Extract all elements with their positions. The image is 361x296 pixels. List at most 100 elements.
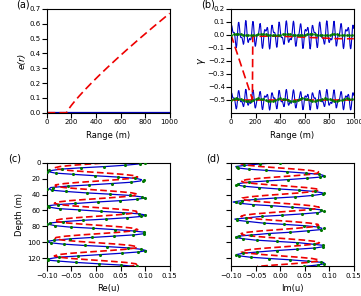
Point bbox=[342, 96, 347, 101]
Point bbox=[235, 96, 241, 101]
Point bbox=[261, 221, 267, 225]
Point bbox=[346, 33, 352, 38]
Y-axis label: γ: γ bbox=[195, 58, 205, 64]
Point bbox=[285, 98, 291, 103]
Point bbox=[274, 248, 280, 253]
Point bbox=[339, 33, 345, 37]
Point bbox=[276, 186, 282, 191]
Point bbox=[60, 219, 66, 224]
Point bbox=[311, 242, 317, 247]
Point bbox=[241, 184, 247, 189]
Point bbox=[303, 171, 309, 176]
Point bbox=[272, 196, 278, 200]
Point bbox=[295, 97, 300, 102]
Point bbox=[122, 163, 128, 168]
Point bbox=[118, 263, 124, 268]
Point bbox=[277, 96, 283, 101]
Point bbox=[349, 97, 355, 102]
Point bbox=[295, 33, 300, 38]
Point bbox=[125, 246, 131, 250]
Point bbox=[127, 193, 132, 198]
Point bbox=[264, 178, 270, 183]
Point bbox=[332, 99, 338, 103]
Point bbox=[301, 264, 307, 269]
Point bbox=[260, 97, 266, 102]
Point bbox=[289, 205, 295, 210]
Point bbox=[50, 185, 56, 190]
Point bbox=[136, 211, 142, 216]
Point bbox=[270, 33, 276, 38]
Point bbox=[115, 175, 121, 179]
Point bbox=[285, 32, 291, 37]
Point bbox=[135, 250, 141, 254]
Point bbox=[266, 231, 272, 236]
Point bbox=[248, 33, 254, 38]
Point bbox=[63, 189, 69, 194]
Point bbox=[237, 201, 243, 206]
Point bbox=[239, 198, 244, 203]
Point bbox=[49, 188, 55, 192]
Point bbox=[294, 240, 300, 245]
Point bbox=[234, 217, 240, 221]
Point bbox=[238, 32, 244, 37]
Point bbox=[274, 239, 280, 244]
Point bbox=[329, 98, 335, 103]
Point bbox=[305, 32, 310, 37]
Point bbox=[282, 32, 288, 37]
Point bbox=[256, 185, 262, 190]
Point bbox=[342, 33, 347, 38]
Point bbox=[324, 96, 330, 101]
Point bbox=[47, 221, 53, 225]
Text: (c): (c) bbox=[8, 154, 21, 163]
Point bbox=[142, 248, 148, 253]
Point bbox=[312, 99, 318, 103]
Point bbox=[275, 33, 281, 38]
Point bbox=[320, 243, 326, 248]
Point bbox=[236, 234, 242, 239]
Point bbox=[228, 33, 234, 37]
Point bbox=[130, 232, 136, 237]
Point bbox=[107, 192, 113, 197]
Point bbox=[250, 202, 256, 207]
Point bbox=[247, 180, 252, 185]
Point bbox=[233, 200, 239, 204]
Point bbox=[243, 99, 249, 103]
Point bbox=[248, 98, 254, 103]
Point bbox=[334, 32, 340, 37]
Point bbox=[140, 178, 146, 183]
Point bbox=[287, 230, 293, 235]
Point bbox=[142, 160, 148, 165]
Point bbox=[55, 202, 60, 207]
Point bbox=[300, 96, 305, 101]
Point bbox=[51, 238, 57, 242]
Point bbox=[120, 210, 126, 215]
Point bbox=[277, 160, 283, 165]
Point bbox=[329, 32, 335, 37]
Point bbox=[131, 229, 137, 233]
Point bbox=[61, 242, 67, 247]
Point bbox=[236, 253, 242, 258]
Point bbox=[70, 172, 76, 177]
Point bbox=[315, 225, 321, 229]
Point bbox=[92, 173, 98, 178]
Point bbox=[317, 97, 323, 102]
Point bbox=[314, 210, 320, 215]
Point bbox=[57, 206, 63, 211]
Point bbox=[269, 204, 274, 208]
Point bbox=[104, 217, 109, 221]
Point bbox=[327, 97, 332, 102]
Point bbox=[234, 164, 239, 169]
Point bbox=[309, 99, 315, 103]
Point bbox=[273, 97, 278, 102]
Point bbox=[309, 32, 315, 37]
Point bbox=[48, 240, 53, 245]
Point bbox=[235, 32, 241, 37]
Point bbox=[243, 215, 249, 220]
Point bbox=[113, 227, 118, 232]
Point bbox=[292, 98, 298, 103]
Point bbox=[279, 213, 285, 218]
Point bbox=[275, 96, 281, 101]
Point bbox=[312, 189, 318, 194]
Point bbox=[87, 183, 92, 187]
Point bbox=[101, 164, 107, 169]
